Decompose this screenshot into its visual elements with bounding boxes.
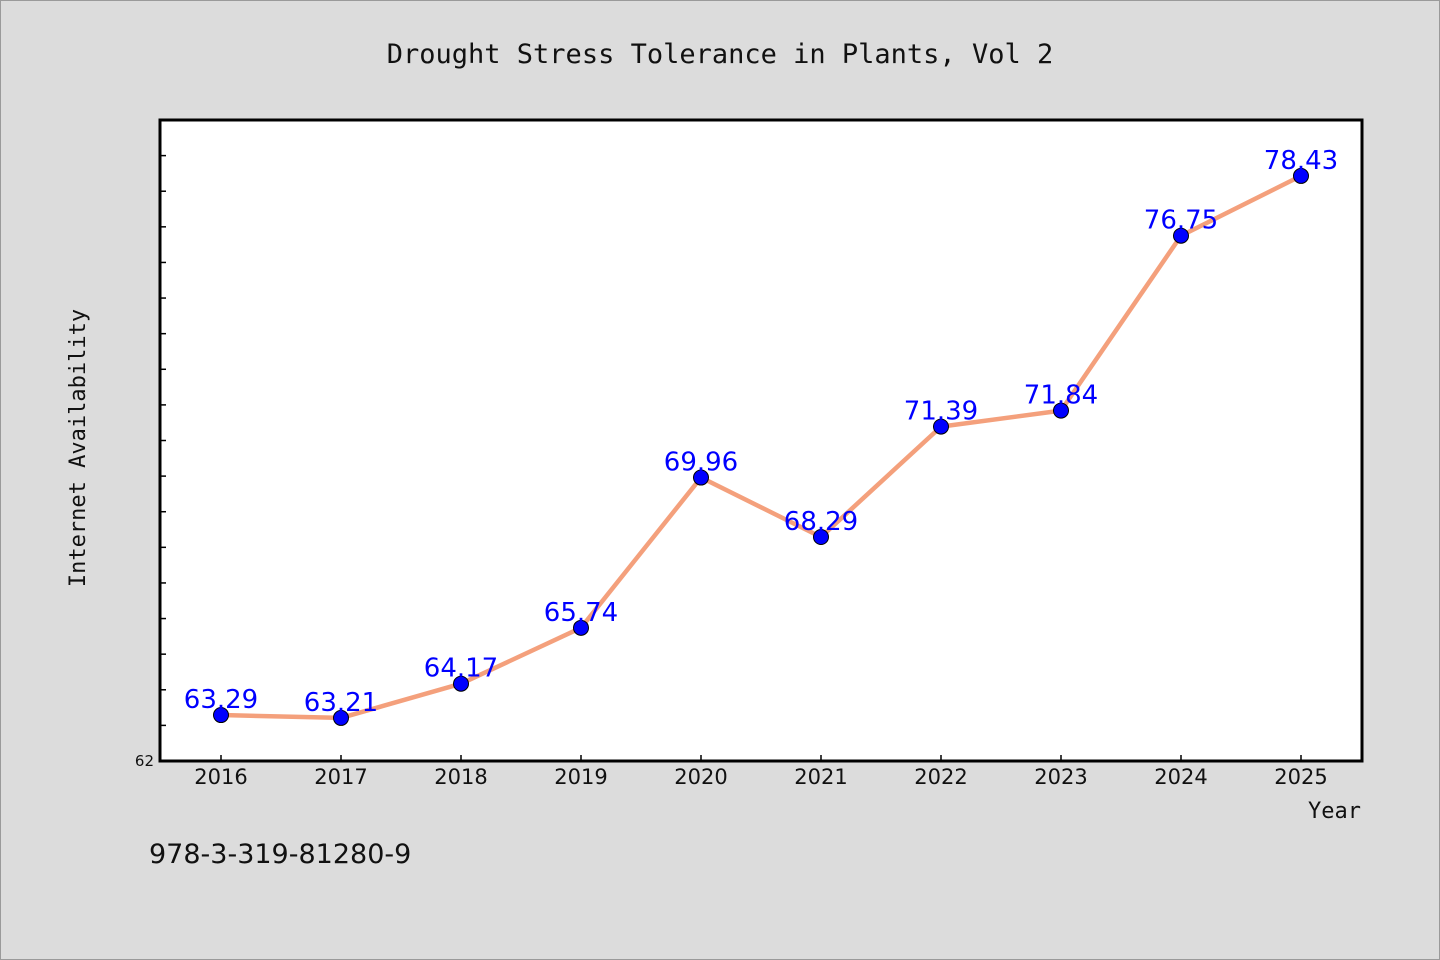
x-tick-label: 2025 [1274, 765, 1327, 789]
data-label: 63.21 [304, 688, 378, 718]
x-tick-label: 2018 [434, 765, 487, 789]
data-point [933, 418, 949, 435]
data-point [693, 469, 709, 486]
data-point [813, 529, 829, 546]
x-tick-label: 2020 [674, 765, 727, 789]
x-axis-ticks: 2016 2017 2018 2019 2020 2021 2022 2023 2024 2025 [194, 755, 1328, 789]
footer-isbn: 978-3-319-81280-9 [149, 839, 411, 870]
x-tick-label: 2016 [194, 765, 247, 789]
data-point [1293, 167, 1309, 184]
x-tick-label: 2019 [554, 765, 607, 789]
x-tick-label: 2022 [914, 765, 967, 789]
data-point [1053, 402, 1069, 419]
x-tick-label: 2024 [1154, 765, 1207, 789]
data-label: 63.29 [184, 685, 258, 715]
x-tick-label: 2021 [794, 765, 847, 789]
y-axis-ticks: 62 [135, 154, 166, 770]
data-label: 65.74 [544, 598, 618, 628]
data-point [1173, 227, 1189, 244]
data-label: 76.75 [1144, 206, 1218, 236]
data-point [573, 619, 589, 636]
data-labels: 63.29 63.21 64.17 65.74 69.96 68.29 71.39 71.84… [184, 146, 1338, 718]
chart-title: Drought Stress Tolerance in Plants, Vol … [387, 39, 1053, 70]
data-label: 71.39 [904, 397, 978, 427]
data-label: 78.43 [1264, 146, 1338, 176]
data-point [333, 709, 349, 726]
series-line [218, 173, 1304, 721]
series-line-layer [218, 173, 1304, 721]
x-axis-label: Year [1308, 799, 1361, 824]
y-tick-label: 62 [135, 752, 154, 770]
y-axis-label: Internet Availability [66, 309, 91, 587]
plot-area [158, 118, 1364, 763]
series-markers [213, 167, 1309, 726]
data-label: 68.29 [784, 507, 858, 537]
x-tick-label: 2017 [314, 765, 367, 789]
data-point [453, 675, 469, 692]
data-label: 69.96 [664, 448, 738, 478]
x-tick-label: 2023 [1034, 765, 1087, 789]
data-label: 71.84 [1024, 381, 1098, 411]
data-point [213, 707, 229, 724]
data-label: 64.17 [424, 654, 498, 684]
